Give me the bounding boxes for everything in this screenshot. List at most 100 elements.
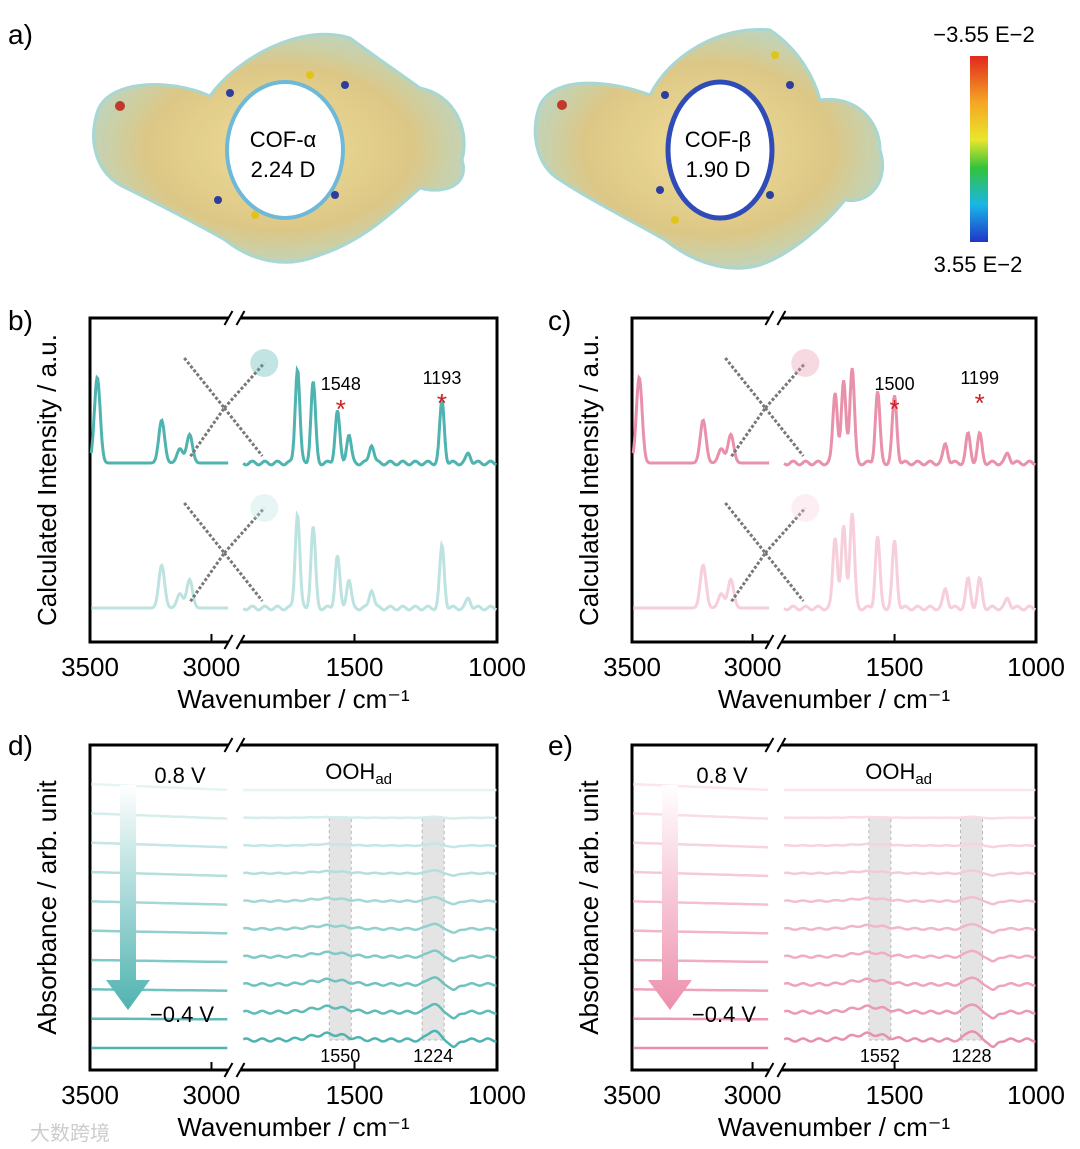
potential-end-label: −0.4 V xyxy=(150,1002,215,1027)
axis-break-mark xyxy=(235,737,246,753)
axis-break-mark xyxy=(235,1062,246,1078)
series-line xyxy=(242,510,498,612)
colorbar: −3.55 E−2 3.55 E−2 xyxy=(933,22,1035,277)
spectrum-line-left xyxy=(91,782,228,792)
series-line xyxy=(631,374,770,465)
potential-start-label: 0.8 V xyxy=(154,763,206,788)
highlight-circle xyxy=(791,349,820,377)
x-tick-label: 3000 xyxy=(183,652,241,682)
spectrum-line-right xyxy=(784,815,1036,820)
axis-break-mark xyxy=(764,634,775,650)
peak-star: * xyxy=(437,388,447,418)
panel-label: d) xyxy=(8,730,33,761)
plot-frame xyxy=(630,316,1038,644)
series-line xyxy=(783,512,1037,612)
panel-a-label: a) xyxy=(8,19,33,50)
spectrum-line-left xyxy=(91,929,228,935)
spectrum-line-left xyxy=(633,988,769,992)
highlight-circle xyxy=(250,349,279,377)
axis-break-gap xyxy=(228,313,241,323)
molecule-inset xyxy=(724,357,807,459)
species-subscript: ad xyxy=(915,771,932,788)
molecule-inset xyxy=(724,502,807,604)
cof-alpha-dipole: 2.24 D xyxy=(251,157,316,182)
x-tick-label: 1500 xyxy=(326,652,384,682)
x-axis-label: Wavenumber / cm⁻¹ xyxy=(718,1112,951,1142)
axis-break-gap xyxy=(769,637,782,647)
molecule-inset xyxy=(183,502,266,604)
spectrum-line-right xyxy=(242,1029,497,1048)
y-axis-label: Absorbance / arb. unit xyxy=(574,780,604,1035)
molecule-cof-beta: COF-β 1.90 D xyxy=(533,27,885,270)
spectrum-line-left xyxy=(91,870,228,878)
molecule-cof-alpha: COF-α 2.24 D xyxy=(92,32,466,264)
cof-beta-name: COF-β xyxy=(685,127,751,152)
x-tick-label: 1500 xyxy=(866,652,924,682)
series-line xyxy=(633,563,770,610)
x-tick-label: 1500 xyxy=(866,1080,924,1110)
x-tick-label: 3500 xyxy=(61,1080,119,1110)
spectrum-line-left xyxy=(633,929,769,935)
axis-break-mark xyxy=(764,310,775,326)
plot-frame xyxy=(630,743,1038,1072)
spectrum-line-right xyxy=(783,1030,1036,1048)
spectrum-line-left xyxy=(633,958,769,964)
spectrum-line-right xyxy=(784,842,1036,849)
x-axis-label: Wavenumber / cm⁻¹ xyxy=(718,684,951,714)
axis-break-mark xyxy=(223,1062,234,1078)
y-axis-label: Calculated Intensity / a.u. xyxy=(574,334,604,626)
band-label: 1228 xyxy=(951,1046,991,1066)
spectrum-line-left xyxy=(91,812,228,820)
series-line xyxy=(89,374,229,465)
x-tick-label: 3000 xyxy=(724,1080,782,1110)
colorbar-top-label: −3.55 E−2 xyxy=(933,22,1035,47)
panel-label: c) xyxy=(548,305,571,336)
spectrum-line-left xyxy=(633,1017,769,1021)
x-tick-label: 1000 xyxy=(468,652,526,682)
x-axis-label: Wavenumber / cm⁻¹ xyxy=(177,684,410,714)
panel-b: b) 3500 3000 1500 1000 Wavenumber / cm⁻¹ Calcu… xyxy=(8,305,526,714)
plot-frame xyxy=(88,316,499,644)
x-tick-label: 1500 xyxy=(326,1080,384,1110)
panel-e: e) 3500 3000 1500 1000 Wavenumber / cm⁻¹ Absor… xyxy=(548,730,1065,1142)
watermark: 大数跨境 xyxy=(30,1122,110,1145)
axis-break-gap xyxy=(769,740,782,750)
x-tick-label: 3500 xyxy=(603,652,661,682)
potential-arrow xyxy=(648,785,692,1010)
axis-break-gap xyxy=(228,1065,241,1075)
spectrum-line-left xyxy=(633,812,769,820)
series-line xyxy=(783,367,1037,467)
y-axis-label: Absorbance / arb. unit xyxy=(32,780,62,1035)
axis-break-gap xyxy=(228,740,241,750)
spectrum-line-right xyxy=(242,949,497,963)
peak-star: * xyxy=(890,394,900,424)
axis-break-mark xyxy=(776,634,787,650)
x-tick-label: 3500 xyxy=(61,652,119,682)
series-line xyxy=(91,563,229,610)
spectrum-line-right xyxy=(242,1002,497,1020)
spectrum-line-right xyxy=(243,895,497,906)
cof-alpha-name: COF-α xyxy=(250,127,317,152)
species-label: OOHad xyxy=(865,759,932,788)
spectrum-line-right xyxy=(783,976,1036,991)
spectrum-line-right xyxy=(783,1003,1036,1020)
potential-arrow xyxy=(106,785,150,1010)
axis-break-mark xyxy=(235,634,246,650)
peak-annotation: 1193 xyxy=(423,368,462,388)
spectrum-line-left xyxy=(91,841,228,849)
species-label: OOHad xyxy=(325,759,392,788)
axis-break-gap xyxy=(769,1065,782,1075)
spectrum-line-left xyxy=(91,900,228,906)
x-tick-label: 3000 xyxy=(183,1080,241,1110)
colorbar-bottom-label: 3.55 E−2 xyxy=(934,252,1023,277)
series-line xyxy=(242,365,498,467)
spectrum-line-right xyxy=(783,869,1036,877)
x-tick-label: 3500 xyxy=(603,1080,661,1110)
peak-annotation: 1500 xyxy=(875,374,915,394)
spectrum-line-left xyxy=(91,988,228,992)
spectrum-line-right xyxy=(783,949,1036,963)
axis-break-gap xyxy=(769,313,782,323)
band-label: 1552 xyxy=(860,1046,900,1066)
molecule-inset xyxy=(183,357,266,459)
